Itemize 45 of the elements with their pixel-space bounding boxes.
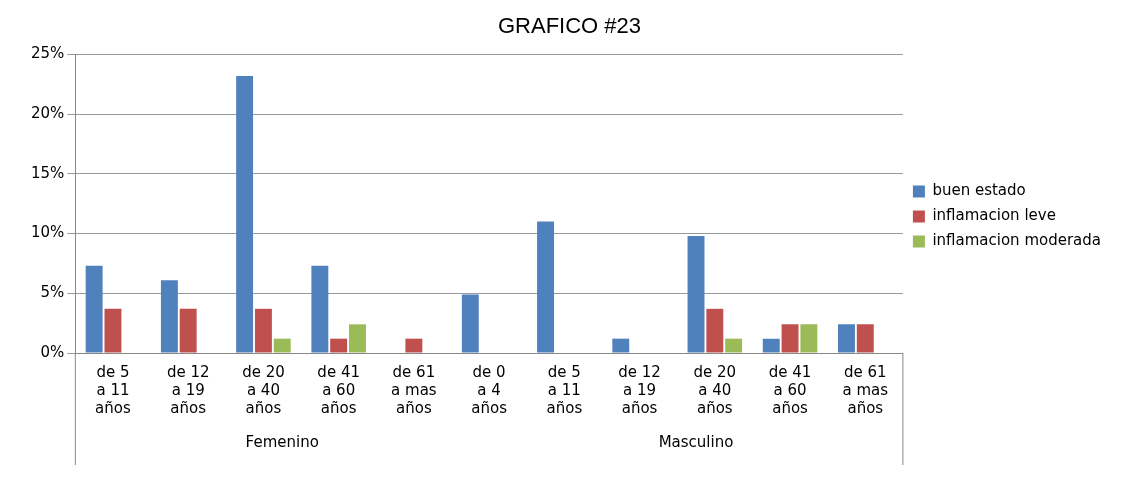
x-tick-label: de 61 a mas años — [842, 362, 889, 417]
x-tick-label: de 20 a 40 años — [242, 362, 285, 417]
x-tick-label: de 41 a 60 años — [768, 362, 812, 417]
x-tick-label: de 41 a 60 años — [317, 362, 360, 417]
bar — [311, 265, 329, 353]
chart-title: GRAFICO #23 — [497, 13, 642, 39]
bar — [781, 324, 799, 353]
x-tick-label: de 0 a 4 años — [471, 362, 508, 417]
bar — [856, 324, 874, 353]
x-tick-label: de 12 a 19 años — [618, 362, 661, 417]
bar — [85, 265, 103, 353]
legend-label: inflamacion leve — [932, 206, 1056, 225]
bar — [273, 338, 291, 353]
bar — [236, 75, 254, 353]
bar — [537, 221, 555, 353]
x-tick-label: de 5 a 11 años — [95, 362, 131, 417]
bar — [762, 338, 780, 353]
text: Femenino — [245, 432, 319, 451]
bar — [612, 338, 630, 353]
bar — [104, 308, 122, 353]
x-tick-label: de 20 a 40 años — [693, 362, 737, 417]
x-tick-label: de 5 a 11 años — [546, 362, 583, 417]
y-tick-label: 15% — [31, 163, 65, 182]
bar — [706, 308, 724, 353]
x-tick-label: de 61 a mas años — [391, 362, 437, 417]
bar — [405, 338, 423, 353]
bar — [838, 324, 855, 353]
y-tick-label: 10% — [31, 223, 65, 242]
bar — [330, 338, 348, 353]
y-tick-label: 5% — [40, 283, 65, 302]
bar — [725, 338, 743, 353]
bar — [687, 235, 705, 353]
bar — [461, 294, 479, 353]
bar — [800, 324, 818, 353]
legend-label: inflamacion moderada — [932, 231, 1102, 250]
bar — [179, 308, 197, 353]
legend-label: buen estado — [932, 181, 1026, 200]
y-tick-label: 25% — [31, 44, 65, 63]
bar — [349, 324, 366, 353]
text: Masculino — [658, 432, 734, 451]
bar — [160, 280, 178, 353]
y-tick-label: 0% — [40, 342, 65, 361]
y-tick-label: 20% — [31, 104, 65, 123]
x-tick-label: de 12 a 19 años — [166, 362, 210, 417]
bar — [254, 308, 272, 353]
